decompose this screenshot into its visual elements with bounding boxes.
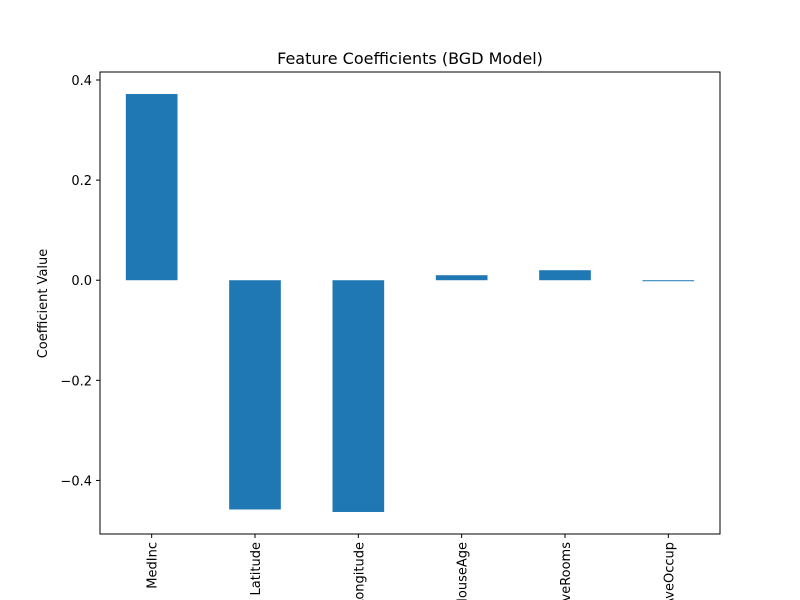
plot-area bbox=[99, 71, 721, 535]
y-tick-label: 0.0 bbox=[71, 274, 92, 289]
y-axis-label: Coefficient Value bbox=[36, 249, 51, 359]
y-tick-label: −0.2 bbox=[60, 374, 92, 389]
y-axis: −0.4 −0.2 0.0 0.2 0.4 bbox=[60, 74, 100, 489]
x-tick-label: Latitude bbox=[249, 542, 264, 596]
bar-medinc bbox=[125, 94, 178, 281]
chart-title: Feature Coefficients (BGD Model) bbox=[277, 49, 543, 68]
y-tick-label: 0.4 bbox=[71, 74, 92, 89]
y-tick-label: 0.2 bbox=[71, 174, 92, 189]
bar-aveoccup bbox=[642, 280, 695, 282]
bar-averooms bbox=[539, 270, 591, 281]
bar-latitude bbox=[229, 280, 281, 510]
bar-longitude bbox=[332, 280, 385, 512]
bars bbox=[125, 94, 695, 512]
x-tick-label: HouseAge bbox=[456, 542, 471, 600]
bar-houseage bbox=[435, 275, 488, 281]
x-tick-label: MedInc bbox=[146, 542, 161, 589]
x-tick-label: Longitude bbox=[352, 542, 367, 600]
x-axis: MedInc Latitude Longitude HouseAge AveRooms A… bbox=[146, 534, 677, 600]
x-tick-label: AveOccup bbox=[662, 542, 677, 600]
x-tick-label: AveRooms bbox=[559, 542, 574, 600]
y-tick-label: −0.4 bbox=[60, 474, 92, 489]
